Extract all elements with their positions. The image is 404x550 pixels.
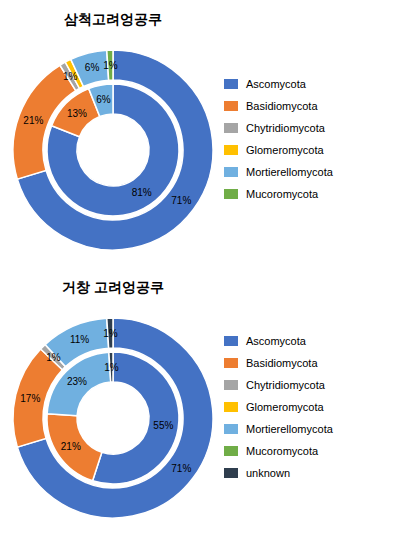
- svg-text:1%: 1%: [103, 328, 118, 339]
- svg-text:1%: 1%: [103, 60, 118, 71]
- svg-text:71%: 71%: [171, 463, 191, 474]
- svg-text:17%: 17%: [20, 393, 40, 404]
- html-text:Mucoromycota: Mucoromycota: [246, 445, 319, 457]
- html-text:unknown: unknown: [246, 467, 290, 479]
- html-text:Mortierellomycota: Mortierellomycota: [246, 166, 333, 178]
- svg-text:55%: 55%: [153, 420, 173, 431]
- html-text:Glomeromycota: Glomeromycota: [246, 144, 324, 156]
- html-text:Ascomycota: Ascomycota: [246, 78, 306, 90]
- svg-text:21%: 21%: [61, 441, 81, 452]
- svg-text:6%: 6%: [85, 62, 100, 73]
- svg-text:1%: 1%: [46, 352, 61, 363]
- svg-text:21%: 21%: [23, 115, 43, 126]
- html-text:Mucoromycota: Mucoromycota: [246, 188, 319, 200]
- svg-text:1%: 1%: [104, 362, 119, 373]
- svg-text:13%: 13%: [67, 108, 87, 119]
- html-text:삼척고려엉공쿠: 삼척고려엉공쿠: [64, 11, 162, 27]
- html-text:Ascomycota: Ascomycota: [246, 335, 306, 347]
- svg-text:6%: 6%: [96, 94, 111, 105]
- html-text:Basidiomycota: Basidiomycota: [246, 100, 318, 112]
- svg-text:11%: 11%: [70, 334, 89, 345]
- html-text:Mortierellomycota: Mortierellomycota: [246, 423, 333, 435]
- html-text:Basidiomycota: Basidiomycota: [246, 357, 318, 369]
- svg-text:81%: 81%: [132, 187, 152, 198]
- svg-text:23%: 23%: [67, 376, 87, 387]
- html-text:Glomeromycota: Glomeromycota: [246, 401, 324, 413]
- html-text:Chytridiomycota: Chytridiomycota: [246, 379, 325, 391]
- html-text:Chytridiomycota: Chytridiomycota: [246, 122, 325, 134]
- svg-text:1%: 1%: [63, 71, 78, 82]
- html-text:거창 고려엉공쿠: 거창 고려엉공쿠: [62, 279, 164, 295]
- svg-text:71%: 71%: [171, 195, 191, 206]
